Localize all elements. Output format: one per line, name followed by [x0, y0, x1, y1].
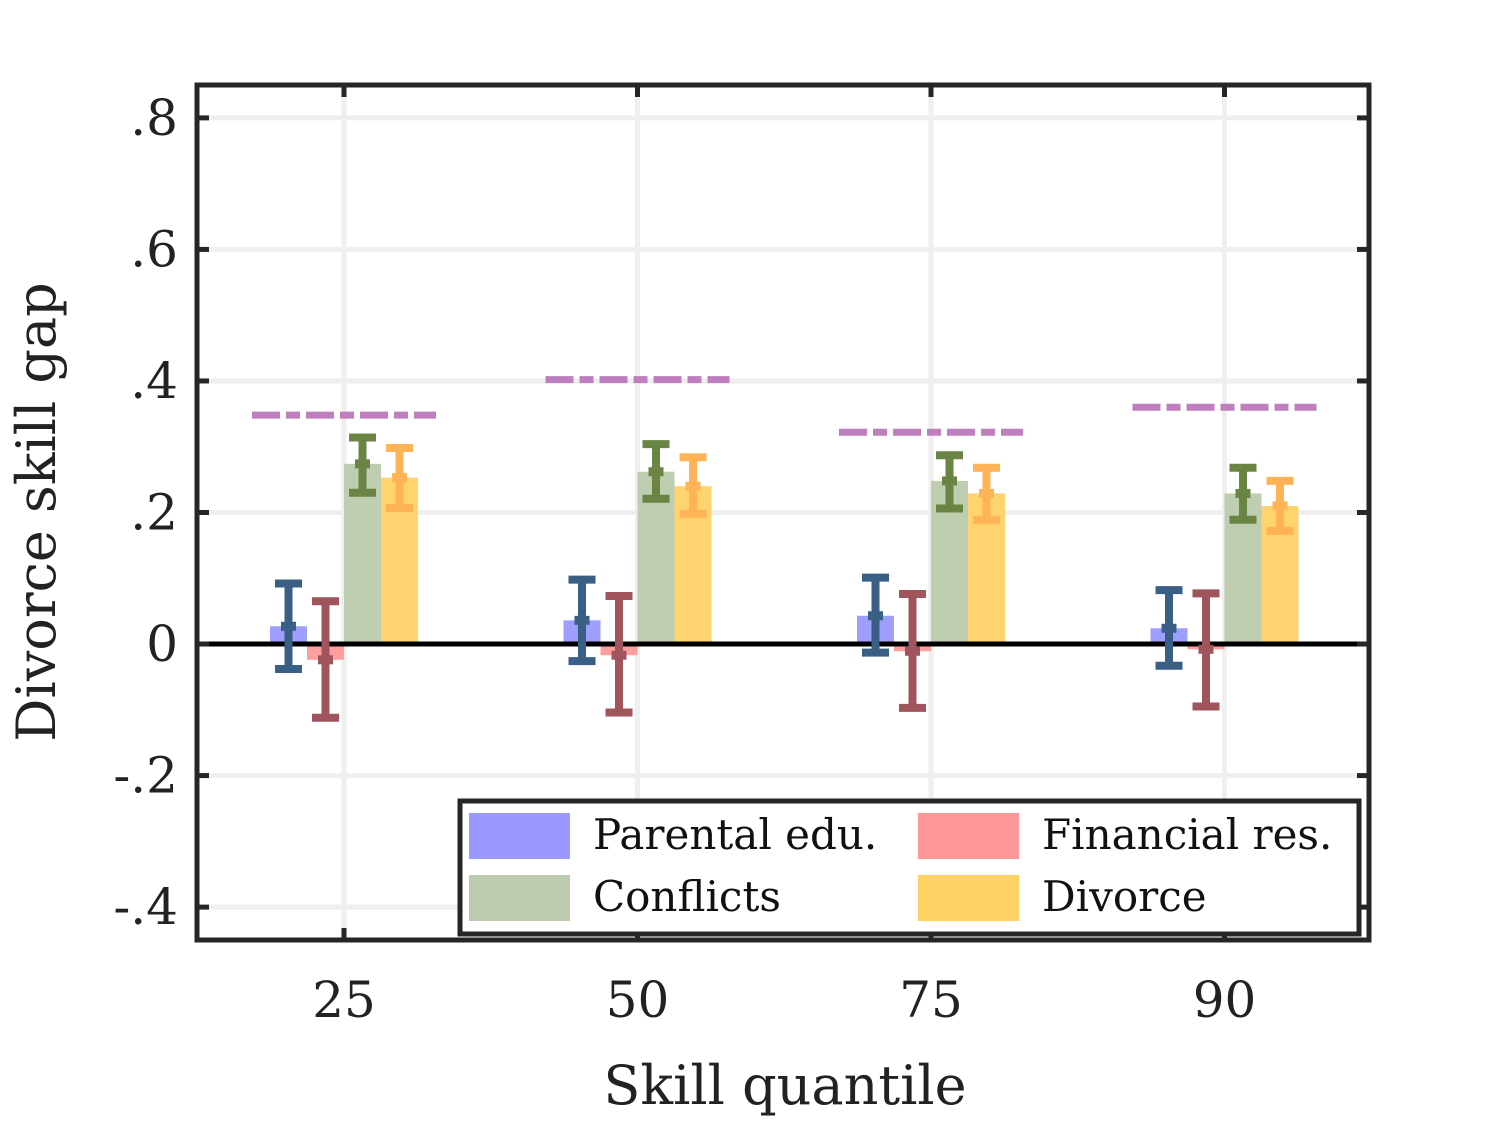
point-estimate-marker: [1161, 623, 1177, 633]
point-estimate-marker: [574, 615, 590, 625]
legend-swatch: [469, 875, 570, 921]
error-bar: [642, 440, 670, 503]
error-bar: [1192, 589, 1220, 711]
legend-item: Conflicts: [469, 872, 781, 921]
point-estimate-marker: [1198, 644, 1214, 654]
point-estimate-marker: [942, 476, 957, 486]
y-tick-label: -.4: [113, 878, 178, 936]
legend-label: Parental edu.: [593, 810, 877, 859]
error-bars: [275, 433, 1294, 722]
y-tick-label: .8: [130, 89, 178, 147]
y-tick-label: -.2: [113, 747, 178, 805]
reference-lines: [252, 376, 1317, 436]
point-estimate-marker: [648, 467, 664, 477]
point-estimate-marker: [905, 646, 920, 656]
error-bar: [275, 579, 302, 674]
point-estimate-marker: [685, 481, 701, 491]
error-bar: [605, 592, 633, 717]
error-bar: [936, 451, 963, 513]
point-estimate-marker: [318, 655, 333, 665]
error-bar: [973, 463, 1000, 524]
y-tick-label: 0: [146, 615, 178, 673]
legend-swatch: [469, 813, 570, 859]
point-estimate-marker: [355, 459, 370, 469]
error-bar: [386, 444, 413, 512]
error-bar: [1155, 586, 1183, 670]
error-bar: [679, 453, 707, 518]
legend-swatch: [918, 813, 1019, 859]
y-tick-label: .6: [130, 220, 178, 278]
y-tick-label: .2: [130, 484, 178, 542]
point-estimate-marker: [392, 473, 407, 483]
point-estimate-marker: [281, 621, 296, 631]
x-axis-title: Skill quantile: [603, 1054, 966, 1117]
legend-label: Conflicts: [593, 872, 781, 921]
legend-label: Financial res.: [1042, 810, 1332, 859]
x-tick-label: 25: [312, 971, 376, 1029]
y-tick-label: .4: [130, 352, 178, 410]
error-bar: [312, 597, 339, 722]
point-estimate-marker: [611, 650, 627, 660]
tick-labels: -.4 -.2 0 .2 .4 .6 .8 25 50 75 90: [113, 89, 1256, 1029]
legend-box: [457, 798, 1362, 937]
legend-label: Divorce: [1042, 872, 1207, 921]
point-estimate-marker: [1272, 501, 1288, 511]
legend-item: Parental edu.: [469, 810, 877, 859]
error-bar: [568, 575, 596, 666]
x-tick-label: 90: [1193, 971, 1257, 1029]
legend-item: Divorce: [918, 872, 1207, 921]
error-bar: [349, 433, 376, 497]
legend-swatch: [918, 875, 1019, 921]
error-bar: [1266, 476, 1294, 535]
point-estimate-marker: [868, 611, 883, 621]
legend: Parental edu. Financial res. Conflicts Divo…: [457, 798, 1362, 937]
y-axis-title: Divorce skill gap: [5, 282, 68, 742]
x-tick-label: 50: [606, 971, 670, 1029]
bars: [270, 463, 1299, 660]
error-bar: [899, 590, 926, 712]
point-estimate-marker: [1235, 488, 1251, 498]
legend-item: Financial res.: [918, 810, 1332, 859]
x-tick-label: 75: [899, 971, 963, 1029]
error-bar: [862, 573, 889, 657]
point-estimate-marker: [979, 488, 994, 498]
error-bar: [1229, 463, 1257, 524]
